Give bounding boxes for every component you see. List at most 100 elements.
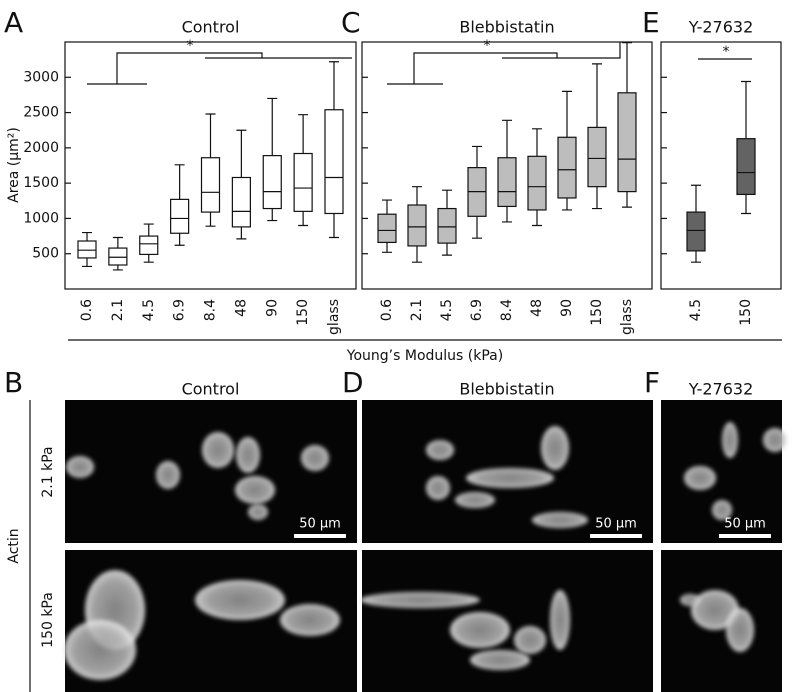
panel-letter: F	[644, 366, 660, 399]
micrograph	[64, 550, 357, 692]
micrograph	[65, 400, 357, 543]
box	[200, 157, 221, 213]
box	[324, 109, 344, 215]
bracket	[87, 52, 352, 85]
x-tick-label: 48	[233, 299, 249, 317]
y-tick-label: 1000	[23, 210, 59, 226]
plot-frame	[660, 41, 782, 290]
chart-title: Control	[182, 380, 240, 399]
y-axis-label: Area (μm²)	[6, 127, 22, 203]
box	[557, 136, 577, 199]
panel-letter: D	[342, 366, 364, 399]
box	[77, 240, 97, 259]
x-tick-label: 6.9	[172, 299, 188, 321]
chart-title: Blebbistatin	[459, 18, 554, 37]
whisker	[532, 128, 542, 227]
x-tick-label: 8.4	[203, 299, 219, 321]
box	[736, 138, 756, 196]
whisker	[562, 90, 572, 211]
y-tick-label: 2000	[23, 140, 59, 156]
box	[497, 157, 517, 208]
whisker	[267, 97, 278, 222]
whisker	[112, 236, 123, 271]
box	[231, 176, 251, 228]
whisker	[329, 61, 339, 239]
y-tick-label: 2500	[23, 105, 59, 121]
chart-title: Y-27632	[688, 380, 754, 399]
x-tick-label: 4.5	[141, 299, 157, 321]
plot-frame	[64, 41, 357, 290]
stain-label: Actin	[6, 528, 22, 563]
whisker	[298, 114, 309, 227]
x-tick-label: 2.1	[110, 299, 126, 321]
panel-letter: C	[341, 6, 361, 39]
significance: *	[187, 38, 194, 54]
x-tick-label: 0.6	[79, 299, 95, 321]
box	[293, 152, 313, 212]
x-tick-label: 150	[295, 299, 311, 326]
panel-letter: A	[4, 6, 23, 39]
whisker	[741, 80, 751, 215]
x-tick-label: 90	[559, 299, 575, 317]
x-tick-label: 4.5	[439, 299, 455, 321]
box	[262, 155, 282, 210]
bracket	[387, 42, 621, 85]
box	[437, 207, 457, 244]
panel-letter: E	[642, 6, 660, 39]
micrograph	[661, 400, 787, 543]
scale-bar-label: 50 μm	[724, 517, 766, 532]
box	[617, 92, 637, 193]
y-tick-label: 3000	[23, 69, 59, 85]
x-axis-label: Young’s Modulus (kPa)	[346, 348, 503, 364]
whisker	[592, 63, 602, 210]
micrograph	[661, 550, 782, 692]
whisker	[472, 145, 482, 239]
whisker	[82, 231, 92, 268]
box	[170, 198, 190, 234]
y-tick-label: 500	[32, 246, 59, 262]
whisker	[236, 129, 247, 240]
whisker	[502, 119, 512, 223]
row-label: 2.1 kPa	[40, 446, 56, 497]
x-tick-label: 150	[589, 299, 605, 326]
significance: *	[484, 38, 491, 54]
x-tick-label: 48	[529, 299, 545, 317]
whisker	[691, 184, 701, 263]
whisker	[205, 113, 216, 227]
x-tick-label: 8.4	[499, 299, 515, 321]
scale-bar-label: 50 μm	[595, 517, 637, 532]
box	[139, 235, 159, 256]
chart-title: Blebbistatin	[459, 380, 554, 399]
scale-bar-label: 50 μm	[299, 517, 341, 532]
whisker	[442, 189, 452, 256]
x-tick-label: 150	[738, 299, 754, 326]
x-tick-label: 6.9	[469, 299, 485, 321]
micrograph	[362, 400, 653, 543]
chart-title: Y-27632	[688, 18, 754, 37]
whisker	[412, 186, 422, 263]
x-tick-label: glass	[619, 299, 635, 335]
box	[527, 155, 547, 211]
x-tick-label: 4.5	[688, 299, 704, 321]
micrograph	[360, 550, 653, 692]
x-tick-label: 2.1	[409, 299, 425, 321]
panel-letter: B	[4, 366, 23, 399]
x-tick-label: 0.6	[379, 299, 395, 321]
whisker	[174, 164, 185, 246]
box	[377, 213, 397, 244]
whisker	[382, 199, 392, 253]
y-tick-label: 1500	[23, 175, 59, 191]
whisker	[143, 223, 154, 263]
chart-title: Control	[182, 18, 240, 37]
significance: *	[723, 44, 730, 60]
box	[686, 211, 706, 252]
box	[108, 247, 128, 266]
x-tick-label: 90	[264, 299, 280, 317]
box	[407, 204, 427, 247]
whisker	[622, 42, 632, 208]
x-tick-label: glass	[326, 299, 342, 335]
box	[587, 126, 607, 188]
row-label: 150 kPa	[40, 592, 56, 648]
plot-frame	[361, 41, 653, 290]
